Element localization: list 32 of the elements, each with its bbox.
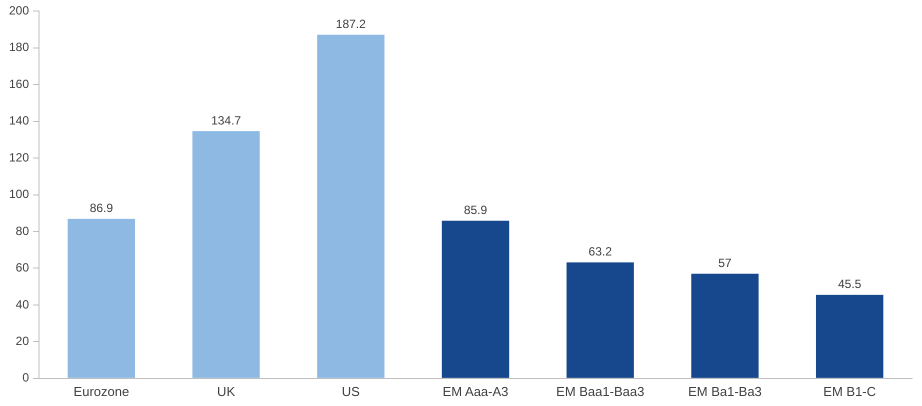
data-label: 45.5 [838,277,862,292]
data-label: 134.7 [211,113,242,128]
x-tick-label: EM Ba1-Ba3 [688,384,762,399]
y-tick-label: 0 [22,370,30,385]
y-tick-label: 60 [16,260,30,275]
bar [691,274,759,378]
bar [317,34,384,378]
bar [442,220,510,378]
bar [816,294,884,378]
bar [566,262,634,378]
y-tick-label: 180 [8,40,30,54]
y-tick-label: 100 [8,187,30,202]
data-label: 85.9 [464,203,488,217]
y-tick-label: 200 [8,4,30,18]
x-tick-label: EM Baa1-Baa3 [556,384,644,399]
x-tick-label: EM B1-C [823,384,876,399]
x-tick-label: Eurozone [74,384,130,399]
x-tick-label: EM Aaa-A3 [442,384,508,399]
y-tick-label: 140 [8,114,30,128]
bar [68,218,136,378]
x-tick-label: US [342,384,360,399]
data-label: 63.2 [588,244,612,259]
bar [192,131,260,378]
x-tick-label: UK [217,384,236,399]
y-tick-label: 40 [16,297,30,312]
data-label: 57 [718,256,732,270]
data-label: 86.9 [90,201,114,216]
y-tick-label: 80 [16,224,30,238]
y-tick-label: 20 [16,334,30,348]
y-tick-label: 160 [8,76,30,91]
y-tick-label: 120 [8,150,30,164]
data-label: 187.2 [336,17,366,32]
